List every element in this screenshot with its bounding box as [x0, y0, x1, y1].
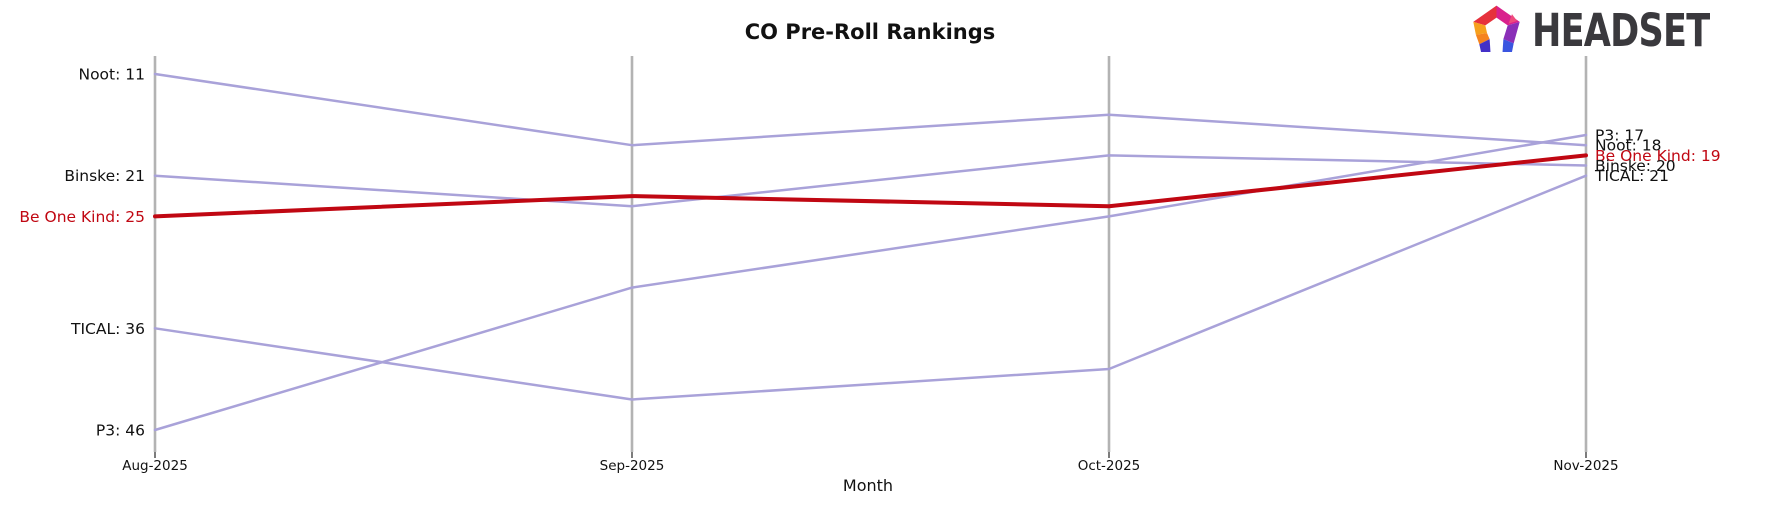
- series-end-label: Be One Kind: 19: [1595, 147, 1721, 165]
- headset-logo: HEADSET: [1469, 3, 1759, 58]
- x-tick-label: Sep-2025: [600, 458, 665, 474]
- series-end-label: Noot: 18: [1595, 137, 1662, 155]
- chart-title: CO Pre-Roll Rankings: [744, 20, 996, 44]
- x-axis-title: Month: [842, 476, 894, 495]
- series-start-label: Noot: 11: [78, 66, 145, 84]
- series-end-label: P3: 17: [1595, 127, 1644, 145]
- x-tick-labels: Aug-2025 Sep-2025 Oct-2025 Nov-2025: [122, 458, 1618, 474]
- x-tick-label: Oct-2025: [1078, 458, 1141, 474]
- series-line-noot: [153, 72, 1588, 147]
- series-lines: [153, 72, 1588, 432]
- series-line-p3: [153, 133, 1588, 432]
- series-start-label: P3: 46: [96, 422, 145, 440]
- series-end-label: Binske: 20: [1595, 157, 1676, 175]
- gridlines: [153, 56, 1588, 458]
- series-start-label: TICAL: 36: [70, 320, 145, 338]
- series-start-label: Be One Kind: 25: [19, 208, 145, 226]
- series-line-binske: [153, 154, 1588, 208]
- series-start-label: Binske: 21: [64, 167, 145, 185]
- headset-logo-text: HEADSET: [1531, 4, 1710, 57]
- series-end-label: TICAL: 21: [1594, 167, 1669, 185]
- headset-pentagon-icon: [1472, 5, 1520, 52]
- series-line-be-one-kind: [153, 153, 1588, 219]
- x-tick-label: Nov-2025: [1553, 458, 1618, 474]
- series-line-tical: [153, 174, 1588, 401]
- series-edge-labels: Noot: 11 Binske: 21 Be One Kind: 25 TICAL: …: [19, 66, 1720, 440]
- x-tick-label: Aug-2025: [122, 458, 188, 474]
